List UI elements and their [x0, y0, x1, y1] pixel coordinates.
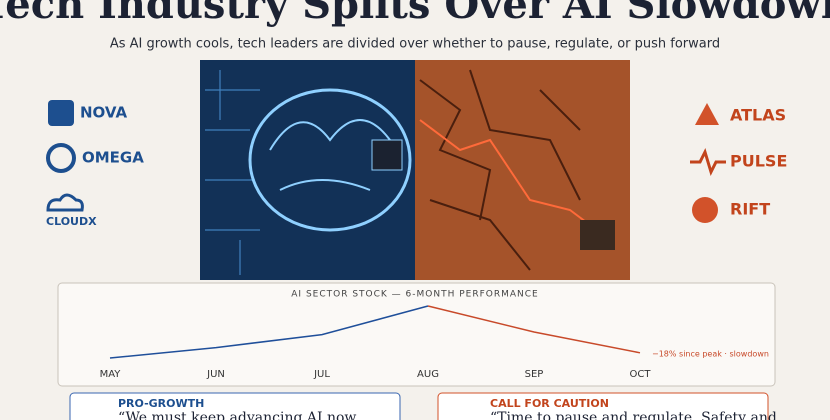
panel-heading: PRO-GROWTH: [118, 397, 204, 410]
panel: [437, 392, 769, 420]
panel-heading: CALL FOR CAUTION: [490, 397, 609, 410]
chart-title: AI SECTOR STOCK — 6-MONTH PERFORMANCE: [291, 290, 538, 300]
logos: [46, 100, 726, 223]
panel-quote: “We must keep advancing AI now: [118, 410, 356, 420]
panel-quote: “Time to pause and regulate. Safety and: [490, 410, 777, 420]
logo-label: OMEGA: [82, 149, 144, 167]
logo-label: NOVA: [80, 104, 127, 122]
x-tick-label: MAY: [100, 369, 122, 380]
line: [427, 305, 641, 354]
x-tick-label: OCT: [630, 369, 652, 380]
chip-illustration: [200, 60, 630, 280]
panel: [69, 392, 401, 420]
logo-label: RIFT: [730, 200, 770, 219]
annotation: −18% since peak · slowdown: [652, 350, 769, 359]
x-tick-label: JUN: [206, 369, 225, 380]
title: Tech Industry Splits Over AI Slowdown: [0, 0, 830, 28]
logo-label: ATLAS: [730, 106, 786, 125]
x-tick-label: JUL: [313, 369, 330, 380]
x-tick-label: AUG: [417, 369, 439, 380]
x-tick-label: SEP: [525, 369, 544, 380]
subtitle: As AI growth cools, tech leaders are div…: [110, 37, 720, 52]
logo-label: CLOUDX: [46, 215, 97, 228]
chart-frame: [57, 282, 776, 387]
line: [109, 305, 429, 359]
logo-label: PULSE: [730, 152, 787, 171]
